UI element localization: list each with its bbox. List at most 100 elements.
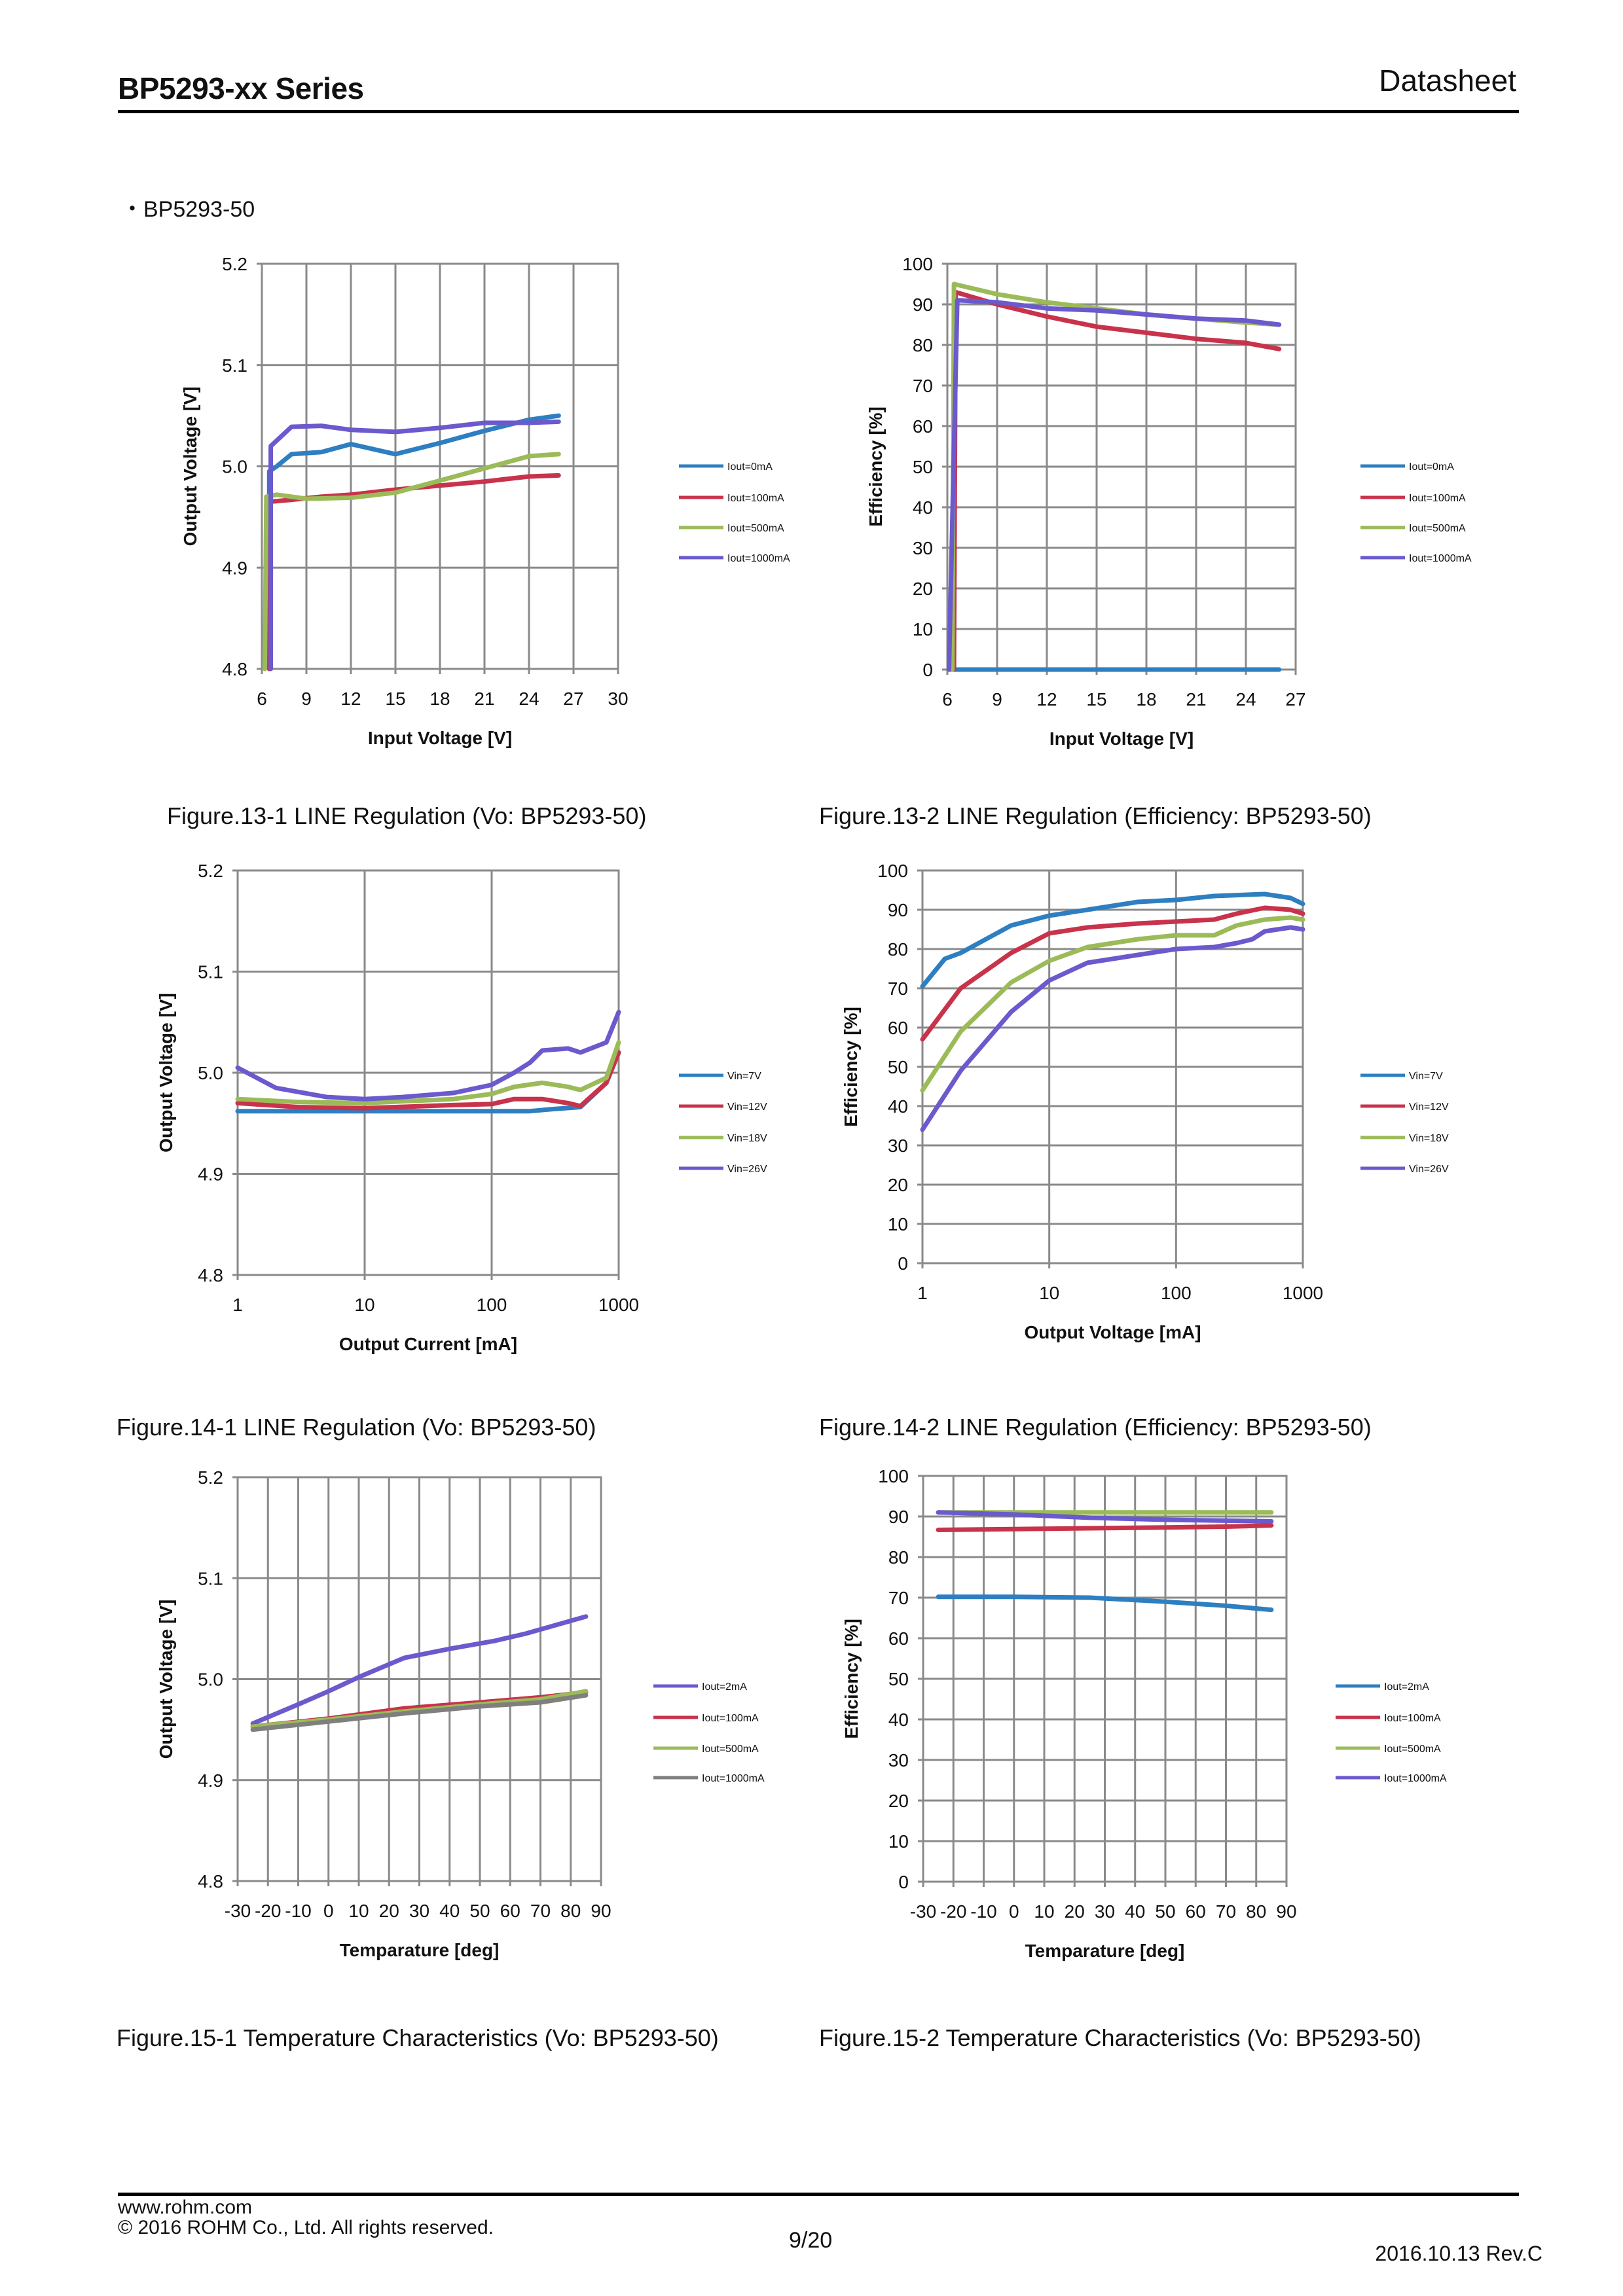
x-tick-label: 6 [942,689,953,709]
y-tick-label: 70 [888,978,908,999]
series-line-iout-1000ma [936,1510,1274,1524]
x-axis-title: Temparature [deg] [340,1940,500,1960]
y-tick-label: 4.8 [198,1265,223,1285]
x-tick-label: -10 [285,1901,311,1921]
y-tick-label: 100 [902,254,933,274]
series-line-iout-100ma [266,473,561,672]
y-tick-label: 10 [913,619,933,639]
x-tick-label: 15 [385,689,405,709]
x-tick-label: 18 [1136,689,1156,709]
legend-label: Vin=18V [1409,1133,1449,1144]
caption-fig14-2: Figure.14-2 LINE Regulation (Efficiency:… [819,1414,1372,1441]
series-line-iout-2ma [936,1594,1274,1613]
x-tick-label: 0 [1009,1901,1019,1922]
legend-label: Vin=7V [1409,1071,1443,1082]
legend-label: Vin=12V [1409,1102,1449,1113]
y-axis-title: Output Voltage [V] [156,1600,176,1759]
x-tick-label: 50 [1155,1901,1175,1922]
x-tick-label: 12 [340,689,361,709]
x-tick-label: 12 [1036,689,1057,709]
legend-label: Iout=0mA [727,461,773,473]
x-tick-label: 10 [354,1295,374,1315]
y-tick-label: 60 [888,1018,908,1038]
x-axis-title: Input Voltage [V] [1049,728,1194,749]
revision-date: 2016.10.13 Rev.C [1375,2242,1542,2265]
caption-fig14-1: Figure.14-1 LINE Regulation (Vo: BP5293-… [117,1414,596,1441]
y-tick-label: 5.0 [198,1670,223,1690]
series-line-iout-1000ma [250,1693,589,1732]
legend-label: Iout=100mA [1384,1713,1441,1724]
x-tick-label: 27 [1285,689,1305,709]
legend-label: Iout=500mA [702,1744,759,1755]
series-line-vin-18v [920,915,1305,1093]
y-tick-label: 4.9 [198,1164,223,1185]
legend-label: Iout=100mA [1409,493,1466,504]
y-tick-label: 100 [878,1466,909,1486]
y-tick-label: 30 [913,538,933,558]
y-tick-label: 50 [888,1057,908,1077]
series-line-vin-12v [920,905,1305,1042]
x-tick-label: 70 [530,1901,551,1921]
x-tick-label: 10 [348,1901,369,1921]
x-tick-label: 100 [477,1295,507,1315]
x-tick-label: 80 [560,1901,581,1921]
legend-label: Iout=1000mA [702,1773,765,1784]
x-tick-label: 30 [409,1901,429,1921]
y-tick-label: 80 [888,939,908,960]
y-tick-label: 10 [888,1214,908,1234]
y-tick-label: 100 [877,861,908,881]
y-tick-label: 40 [888,1710,909,1730]
caption-fig15-1: Figure.15-1 Temperature Characteristics … [117,2024,719,2051]
y-tick-label: 10 [888,1831,909,1852]
y-tick-label: 90 [888,900,908,920]
y-tick-label: 60 [888,1628,909,1649]
y-tick-label: 5.0 [198,1063,223,1083]
x-axis-title: Temparature [deg] [1025,1941,1185,1961]
x-tick-label: 0 [323,1901,334,1921]
y-tick-label: 5.0 [222,457,247,477]
x-tick-label: 9 [992,689,1002,709]
y-tick-label: 0 [898,1872,909,1892]
series-line-vin-18v [235,1040,621,1105]
chart-fig13_1: 4.8 4.9 5.0 5.1 5.2 6 9 12 15 18 21 24 27 30 Input Vol… [180,254,790,748]
y-tick-label: 4.9 [198,1770,223,1791]
x-tick-label: 40 [1125,1901,1145,1922]
y-tick-label: 30 [888,1750,909,1770]
x-tick-label: 20 [379,1901,399,1921]
y-tick-label: 30 [888,1136,908,1156]
x-tick-label: 40 [439,1901,460,1921]
x-tick-label: 30 [608,689,628,709]
x-tick-label: 24 [1235,689,1256,709]
y-tick-label: 4.8 [222,659,247,679]
y-tick-label: 5.1 [198,1568,223,1588]
chart-fig15_1: 4.8 4.9 5.0 5.1 5.2 -30 -20 -10 0 10 20 30 40 50 60 70 8… [156,1467,765,1960]
series-line-vin-26v [235,1009,621,1102]
x-tick-label: 10 [1039,1283,1059,1303]
series-line-iout-100ma [951,289,1282,672]
x-tick-label: 90 [1276,1901,1296,1922]
legend-label: Vin=26V [727,1164,767,1175]
y-tick-label: 90 [913,295,933,315]
x-tick-label: 10 [1034,1901,1054,1922]
x-tick-label: 90 [591,1901,611,1921]
legend-label: Iout=1000mA [1384,1773,1447,1784]
chart-fig13_2: 0 10 20 30 40 50 60 70 80 90 100 6 9 12 15 18 21 24 27 Inpu… [866,254,1472,749]
x-tick-label: -30 [225,1901,251,1921]
legend-label: Iout=1000mA [727,553,790,564]
x-tick-label: 100 [1161,1283,1192,1303]
y-tick-label: 5.1 [222,355,247,376]
legend-label: Iout=2mA [702,1681,747,1693]
y-tick-label: 60 [913,416,933,437]
legend-label: Vin=12V [727,1102,767,1113]
footer-url[interactable]: www.rohm.com [118,2197,253,2218]
x-tick-label: 80 [1246,1901,1266,1922]
x-tick-label: -10 [970,1901,996,1922]
legend-label: Vin=26V [1409,1164,1449,1175]
legend-label: Vin=18V [727,1133,767,1144]
x-tick-label: 27 [563,689,583,709]
header-divider [118,110,1519,113]
document-title: BP5293-xx Series [118,71,364,105]
y-tick-label: 0 [922,660,933,680]
